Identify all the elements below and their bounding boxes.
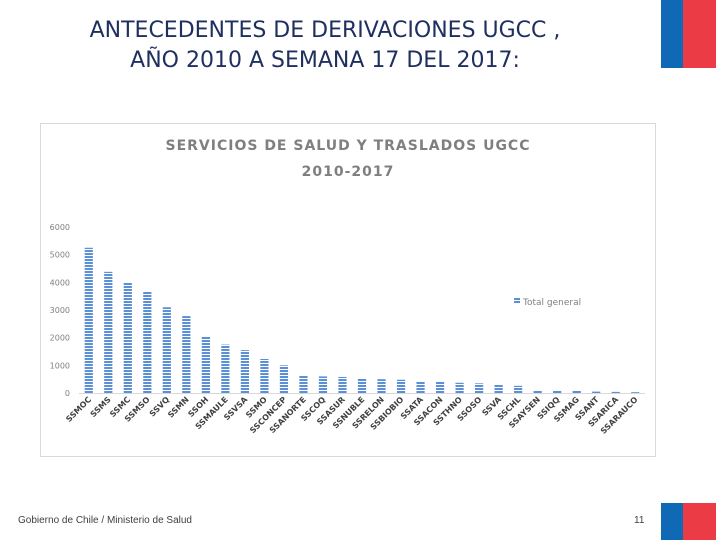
y-tick-label: 6000 — [50, 223, 70, 232]
bar-ssva — [494, 384, 503, 393]
chart-title-line-2: 2010-2017 — [302, 164, 395, 180]
x-tick-label: SSMOC — [64, 395, 93, 424]
slide-title: ANTECEDENTES DE DERIVACIONES UGCC , AÑO … — [20, 16, 630, 76]
bar-ssmn — [182, 316, 191, 393]
flag-red-stripe — [683, 503, 716, 540]
chart-frame: SERVICIOS DE SALUD Y TRASLADOS UGCC 2010… — [40, 123, 656, 457]
bar-ssmaule — [221, 344, 230, 393]
y-tick-label: 2000 — [50, 334, 70, 343]
y-tick-label: 3000 — [50, 306, 70, 315]
legend-swatch — [514, 298, 520, 304]
bar-ssanorte — [299, 375, 308, 393]
bar-ssvq — [162, 307, 171, 393]
bar-sscoq — [318, 376, 328, 393]
x-tick-label: SSMS — [89, 395, 113, 419]
footer-text: Gobierno de Chile / Ministerio de Salud — [18, 515, 192, 526]
bar-ssconcep — [279, 365, 289, 393]
bar-ssiqq — [553, 390, 562, 393]
legend-label: Total general — [522, 298, 581, 308]
x-tick-label: SSMN — [166, 395, 191, 420]
bar-ssmo — [260, 358, 269, 393]
y-tick-label: 0 — [65, 389, 70, 398]
page-number: 11 — [634, 515, 645, 526]
flag-decoration-top — [661, 0, 716, 68]
bar-ssvsa — [240, 350, 249, 393]
bars — [84, 247, 640, 393]
bar-ssata — [416, 381, 425, 393]
flag-decoration-bottom — [661, 503, 716, 540]
bar-ssrelon — [377, 379, 386, 393]
bar-ssbiobio — [396, 379, 406, 393]
bar-sschl — [514, 385, 523, 393]
chart-title-line-1: SERVICIOS DE SALUD Y TRASLADOS UGCC — [166, 138, 531, 154]
y-tick-label: 1000 — [50, 361, 70, 370]
slide-title-line-2: AÑO 2010 A SEMANA 17 DEL 2017: — [130, 48, 520, 73]
y-tick-label: 4000 — [50, 278, 70, 287]
bar-ssmso — [143, 292, 152, 393]
bar-ssthno — [455, 382, 464, 393]
bar-ssmc — [123, 282, 132, 393]
bar-ssoso — [475, 383, 484, 393]
legend: Total general — [514, 298, 581, 308]
bar-ssacon — [435, 381, 445, 393]
flag-blue-stripe — [661, 503, 683, 540]
flag-red-stripe — [683, 0, 716, 68]
bar-ssms — [104, 271, 113, 393]
y-tick-label: 5000 — [50, 251, 70, 260]
bar-ssasur — [338, 376, 347, 393]
bar-ssant — [592, 391, 601, 393]
flag-blue-stripe — [661, 0, 683, 68]
x-axis-labels: SSMOCSSMSSSMCSSMSOSSVQSSMNSSOHSSMAULESSV… — [64, 394, 639, 435]
bar-ssnuble — [357, 378, 367, 393]
bar-ssmag — [572, 390, 581, 393]
bar-chart: SERVICIOS DE SALUD Y TRASLADOS UGCC 2010… — [50, 138, 645, 436]
bar-ssoh — [201, 336, 210, 393]
slide-title-line-1: ANTECEDENTES DE DERIVACIONES UGCC , — [89, 18, 561, 43]
bar-ssarica — [611, 391, 620, 393]
bar-ssarauco — [631, 392, 640, 393]
y-axis: 0 1000 2000 3000 4000 5000 6000 — [50, 223, 645, 398]
bar-ssaysen — [533, 389, 542, 393]
bar-ssmoc — [84, 247, 93, 393]
